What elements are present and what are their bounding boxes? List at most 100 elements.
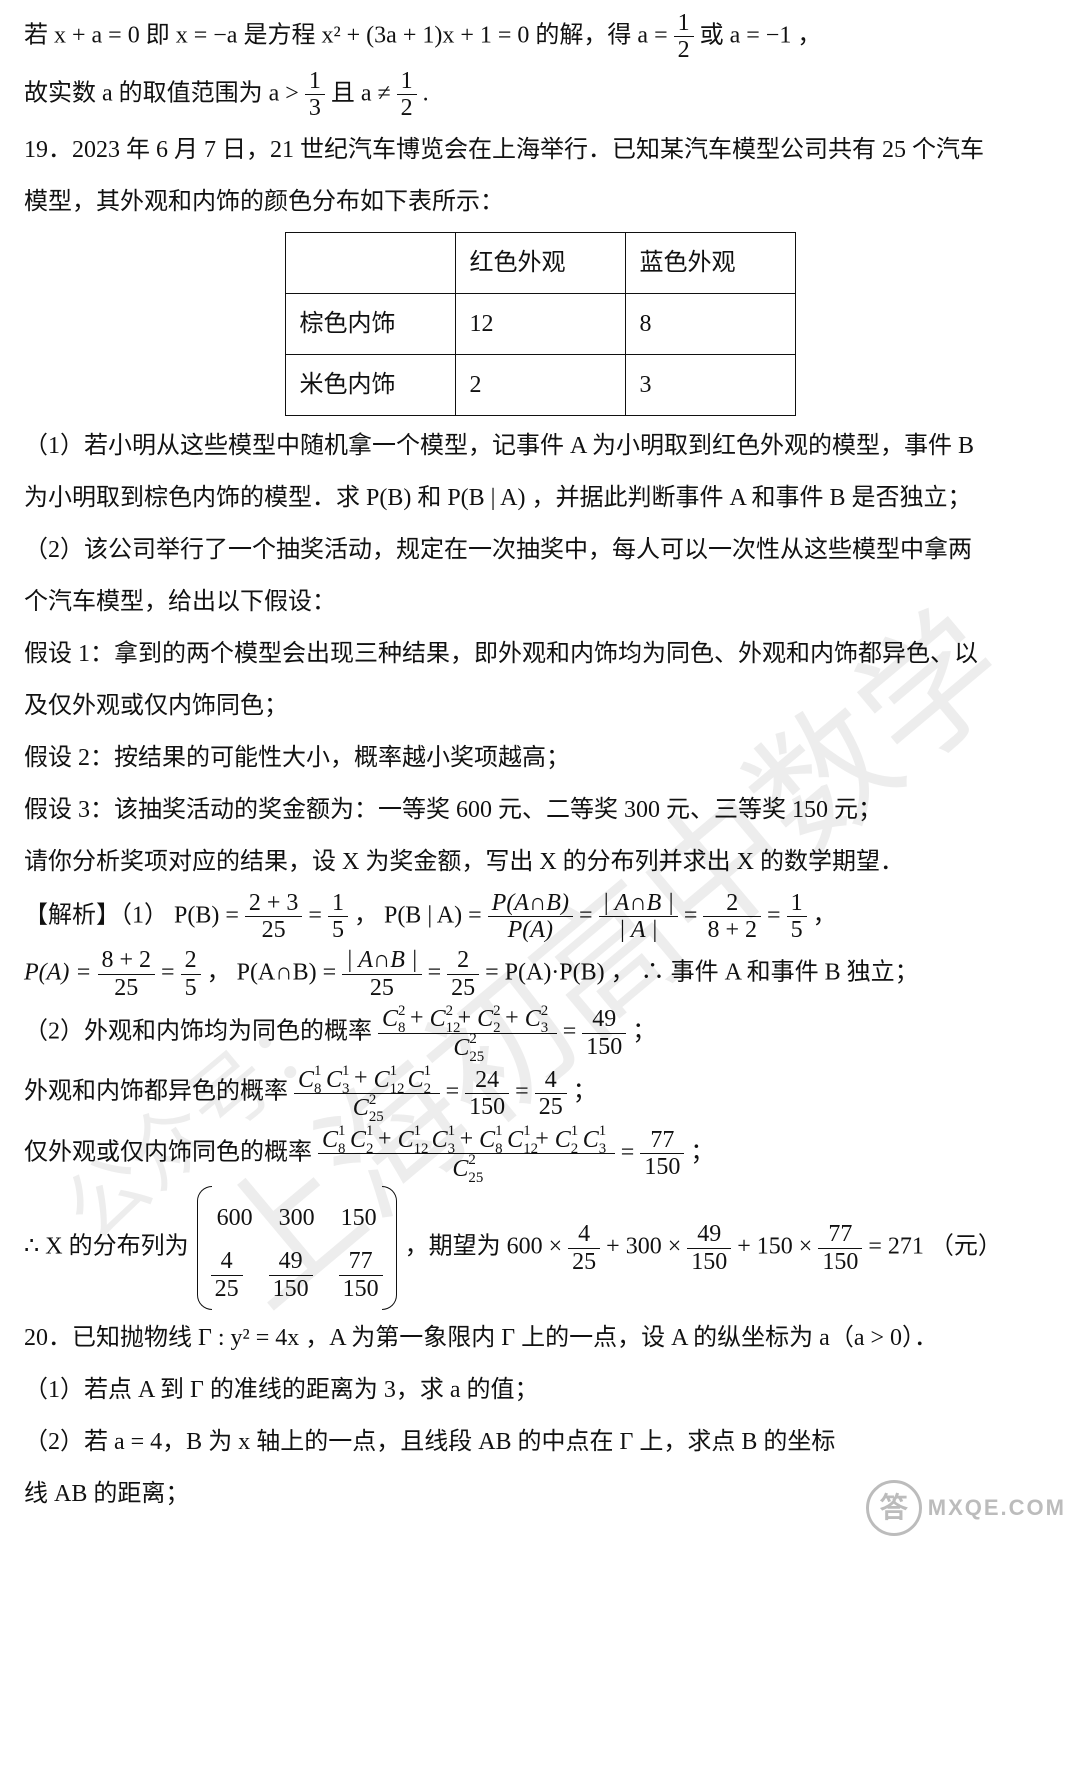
table-row: 红色外观 蓝色外观	[285, 232, 795, 293]
fraction: 25	[181, 947, 201, 1001]
text: P(A) =	[24, 960, 98, 986]
hypothesis-1b: 及仅外观或仅内饰同色；	[24, 682, 1056, 730]
table-cell: 蓝色外观	[625, 232, 795, 293]
punct: ；	[573, 1079, 597, 1105]
table-cell: 12	[455, 293, 625, 354]
q19-part2-a: （2）该公司举行了一个抽奖活动，规定在一次抽奖中，每人可以一次性从这些模型中拿两	[24, 526, 1056, 574]
text: （2）外观和内饰均为同色的概率	[24, 1019, 378, 1045]
q19-ask: 请你分析奖项对应的结果，设 X 为奖金额，写出 X 的分布列并求出 X 的数学期…	[24, 838, 1056, 886]
punct: ；	[690, 1140, 714, 1166]
fraction: 24150	[465, 1067, 509, 1121]
case1-line: （2）外观和内饰均为同色的概率 C28 + C212 + C22 + C23 C…	[24, 1005, 1056, 1061]
equals: =	[563, 1019, 583, 1045]
text: 若 x + a = 0 即 x = −a 是方程 x² + (3a + 1)x …	[24, 22, 674, 48]
table-cell: 棕色内饰	[285, 293, 455, 354]
q20-part2a: （2）若 a = 4，B 为 x 轴上的一点，且线段 AB 的中点在 Γ 上，求…	[24, 1418, 1056, 1466]
table-cell: 红色外观	[455, 232, 625, 293]
table-cell: 8	[625, 293, 795, 354]
hypothesis-3: 假设 3：该抽奖活动的奖金额为：一等奖 600 元、二等奖 300 元、三等奖 …	[24, 786, 1056, 834]
fraction: 2 + 325	[245, 890, 303, 944]
equals: =	[515, 1079, 535, 1105]
fraction: 49150	[582, 1006, 626, 1060]
text: .	[423, 80, 429, 106]
fraction-one-half: 12	[674, 10, 694, 64]
equals: =	[621, 1140, 641, 1166]
fraction: 15	[787, 890, 807, 944]
logo-text: MXQE.COM	[928, 1486, 1066, 1530]
distribution-line: ∴ X 的分布列为 600 300 150 425 49150 77150 ，期…	[24, 1186, 1056, 1310]
fraction: 425	[568, 1221, 600, 1275]
site-logo-watermark: 答 MXQE.COM	[866, 1480, 1066, 1536]
solution-line-1: 【解析】（1） P(B) = 2 + 325 = 15 ， P(B | A) =…	[24, 890, 1056, 944]
hypothesis-1a: 假设 1：拿到的两个模型会出现三种结果，即外观和内饰均为同色、外观和内饰都异色、…	[24, 630, 1056, 678]
intro-line-1: 若 x + a = 0 即 x = −a 是方程 x² + (3a + 1)x …	[24, 10, 1056, 64]
fraction: | A∩B |25	[342, 947, 421, 1001]
distribution-matrix: 600 300 150 425 49150 77150	[197, 1186, 397, 1310]
fraction: 425	[535, 1067, 567, 1121]
punct: ；	[632, 1019, 656, 1045]
matrix-cell: 150	[341, 1194, 377, 1242]
text: 仅外观或仅内饰同色的概率	[24, 1140, 318, 1166]
matrix-cell: 77150	[339, 1248, 383, 1302]
fraction-one-third: 13	[305, 68, 325, 122]
equals: =	[161, 960, 181, 986]
fraction: 77150	[818, 1221, 862, 1275]
matrix-cell: 300	[279, 1194, 315, 1242]
color-distribution-table: 红色外观 蓝色外观 棕色内饰 12 8 米色内饰 2 3	[285, 232, 796, 416]
q19-part1-b: 为小明取到棕色内饰的模型．求 P(B) 和 P(B | A) ，并据此判断事件 …	[24, 474, 1056, 522]
equals: =	[428, 960, 448, 986]
table-row: 米色内饰 2 3	[285, 354, 795, 415]
text: + 150 ×	[737, 1234, 818, 1260]
case3-line: 仅外观或仅内饰同色的概率 C18 C12 + C112 C13 + C18 C1…	[24, 1126, 1056, 1182]
matrix-cell: 425	[211, 1248, 243, 1302]
q19-intro-1: 19．2023 年 6 月 7 日，21 世纪汽车博览会在上海举行．已知某汽车模…	[24, 126, 1056, 174]
table-cell	[285, 232, 455, 293]
text: = P(A)·P(B) ， ∴ 事件 A 和事件 B 独立；	[485, 960, 919, 986]
text: 故实数 a 的取值范围为 a >	[24, 80, 305, 106]
q19-part2-b: 个汽车模型，给出以下假设：	[24, 578, 1056, 626]
matrix-cell: 600	[217, 1194, 253, 1242]
solution-line-2: P(A) = 8 + 225 = 25 ， P(A∩B) = | A∩B |25…	[24, 947, 1056, 1001]
text: + 300 ×	[606, 1234, 687, 1260]
fraction: C28 + C212 + C22 + C23 C225	[378, 1005, 557, 1061]
fraction: 77150	[640, 1127, 684, 1181]
text: ， P(B | A) =	[354, 902, 488, 928]
text: ， P(A∩B) =	[207, 960, 343, 986]
fraction: P(A∩B)P(A)	[488, 890, 573, 944]
text: 或 a = −1 ，	[700, 22, 822, 48]
fraction: 8 + 225	[98, 947, 156, 1001]
text: ，	[813, 902, 837, 928]
equals: =	[308, 902, 328, 928]
q19-part1-a: （1）若小明从这些模型中随机拿一个模型，记事件 A 为小明取到红色外观的模型，事…	[24, 422, 1056, 470]
equals: =	[767, 902, 787, 928]
q20-part1: （1）若点 A 到 Γ 的准线的距离为 3，求 a 的值；	[24, 1366, 1056, 1414]
text: 【解析】（1） P(B) =	[24, 902, 245, 928]
fraction: 15	[328, 890, 348, 944]
text: ，期望为 600 ×	[405, 1234, 569, 1260]
q19-intro-2: 模型，其外观和内饰的颜色分布如下表所示：	[24, 178, 1056, 226]
equals: =	[579, 902, 599, 928]
equals: =	[684, 902, 704, 928]
fraction-one-half: 12	[397, 68, 417, 122]
case2-line: 外观和内饰都异色的概率 C18 C13 + C112 C12 C225 = 24…	[24, 1065, 1056, 1121]
equals: =	[446, 1079, 466, 1105]
text: 且 a ≠	[331, 80, 397, 106]
table-cell: 3	[625, 354, 795, 415]
q20-intro: 20．已知抛物线 Γ : y² = 4x ，A 为第一象限内 Γ 上的一点，设 …	[24, 1314, 1056, 1362]
fraction: 28 + 2	[703, 890, 761, 944]
text: = 271 （元）	[868, 1234, 1002, 1260]
table-row: 棕色内饰 12 8	[285, 293, 795, 354]
table-cell: 米色内饰	[285, 354, 455, 415]
matrix-cell: 49150	[269, 1248, 313, 1302]
text: 外观和内饰都异色的概率	[24, 1079, 294, 1105]
fraction: 225	[447, 947, 479, 1001]
table-cell: 2	[455, 354, 625, 415]
logo-circle-icon: 答	[866, 1480, 922, 1536]
fraction: 49150	[687, 1221, 731, 1275]
fraction: C18 C13 + C112 C12 C225	[294, 1065, 440, 1121]
fraction: | A∩B || A |	[599, 890, 678, 944]
hypothesis-2: 假设 2：按结果的可能性大小，概率越小奖项越高；	[24, 734, 1056, 782]
intro-line-2: 故实数 a 的取值范围为 a > 13 且 a ≠ 12 .	[24, 68, 1056, 122]
text: ∴ X 的分布列为	[24, 1234, 195, 1260]
fraction: C18 C12 + C112 C13 + C18 C112 + C12 C13 …	[318, 1126, 615, 1182]
